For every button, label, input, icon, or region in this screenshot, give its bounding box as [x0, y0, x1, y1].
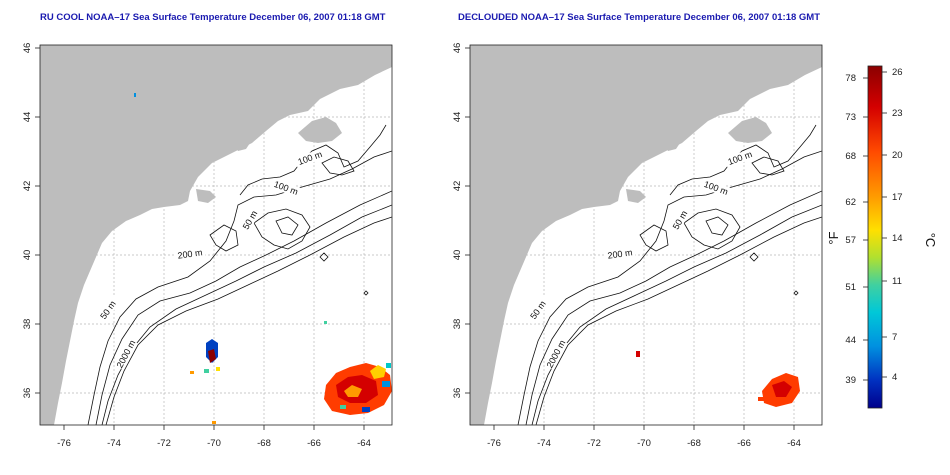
right-panel-title: DECLOUDED NOAA–17 Sea Surface Temperatur… [458, 12, 821, 23]
lon-tick-label: -74 [107, 438, 121, 449]
lon-tick-label: -76 [57, 438, 71, 449]
axis-ticks: -76 -74 -72 -70 -68 -66 -64 46 44 42 40 38 36 -76 -74 -… [22, 43, 801, 449]
lat-tick-label: 38 [452, 319, 463, 330]
lat-tick-label: 44 [452, 112, 463, 123]
colorbar-celsius-tick: 11 [892, 276, 902, 287]
colorbar-celsius-tick: 4 [892, 372, 897, 383]
lon-tick-label: -72 [587, 438, 601, 449]
sst-patch-south [324, 363, 392, 415]
lat-tick-label: 46 [452, 43, 463, 54]
colorbar-fahrenheit-label: °F [826, 231, 841, 244]
sst-patch-declouded [636, 351, 800, 407]
bathymetry-contour-label: 200 m [177, 247, 203, 260]
colorbar-celsius-tick: 23 [892, 108, 903, 119]
colorbar: 78 73 68 62 57 51 44 39 26 23 20 17 14 11 7 4 °F °C [826, 65, 938, 409]
colorbar-fahrenheit-tick: 73 [845, 112, 856, 123]
lat-tick-label: 42 [22, 181, 33, 192]
colorbar-fahrenheit-tick: 57 [845, 235, 856, 246]
sst-patch-middle [190, 339, 220, 374]
colorbar-celsius-tick: 17 [892, 192, 903, 203]
lon-tick-label: -72 [157, 438, 171, 449]
lat-tick-label: 44 [22, 112, 33, 123]
colorbar-fahrenheit-tick: 62 [845, 197, 856, 208]
colorbar-fahrenheit-tick: 44 [845, 335, 856, 346]
lat-tick-label: 38 [22, 319, 33, 330]
lat-tick-label: 36 [452, 388, 463, 399]
colorbar-fahrenheit-tick: 78 [845, 73, 856, 84]
lat-tick-label: 46 [22, 43, 33, 54]
lon-tick-label: -66 [737, 438, 751, 449]
colorbar-celsius-tick: 26 [892, 67, 903, 78]
colorbar-celsius-tick: 20 [892, 150, 903, 161]
colorbar-celsius-tick: 14 [892, 233, 903, 244]
lon-tick-label: -64 [357, 438, 371, 449]
lat-tick-label: 40 [452, 250, 463, 261]
lon-tick-label: -74 [537, 438, 551, 449]
lon-tick-label: -70 [207, 438, 221, 449]
lon-tick-label: -76 [487, 438, 501, 449]
colorbar-fahrenheit-tick: 68 [845, 151, 856, 162]
lat-tick-label: 40 [22, 250, 33, 261]
left-map-panel [39, 44, 393, 426]
right-map-panel [469, 44, 823, 426]
lon-tick-label: -68 [687, 438, 701, 449]
colorbar-celsius-label: °C [923, 233, 938, 248]
bathymetry-contour-label: 200 m [607, 247, 633, 260]
lon-tick-label: -66 [307, 438, 321, 449]
colorbar-fahrenheit-tick: 51 [845, 282, 856, 293]
colorbar-celsius-tick: 7 [892, 332, 897, 343]
left-panel-title: RU COOL NOAA–17 Sea Surface Temperature … [40, 12, 386, 23]
lon-tick-label: -68 [257, 438, 271, 449]
lon-tick-label: -64 [787, 438, 801, 449]
lat-tick-label: 36 [22, 388, 33, 399]
lat-tick-label: 42 [452, 181, 463, 192]
lon-tick-label: -70 [637, 438, 651, 449]
colorbar-fahrenheit-tick: 39 [845, 375, 856, 386]
